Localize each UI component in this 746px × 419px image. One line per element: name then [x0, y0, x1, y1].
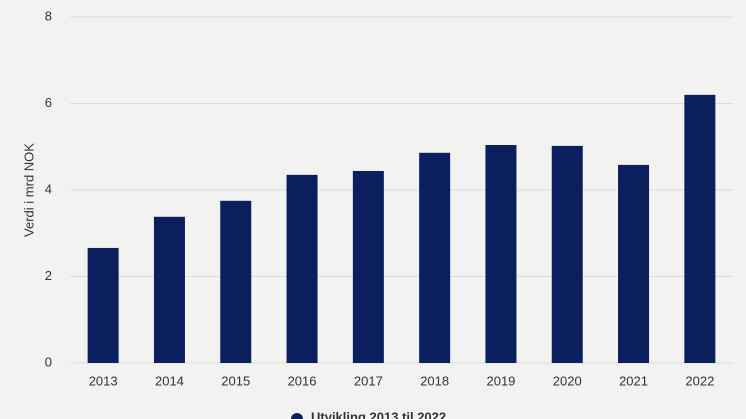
bar — [286, 174, 318, 363]
x-tick-label: 2013 — [89, 373, 118, 388]
y-tick-label: 4 — [45, 181, 52, 196]
y-tick-label: 8 — [45, 8, 52, 23]
y-tick-label: 6 — [45, 95, 52, 110]
bar — [684, 94, 716, 363]
x-tick-label: 2019 — [486, 373, 515, 388]
x-tick-label: 2022 — [685, 373, 714, 388]
legend-label: Utvikling 2013 til 2022 — [311, 409, 446, 419]
bar — [551, 145, 583, 363]
bar — [153, 216, 185, 363]
x-tick-label: 2018 — [420, 373, 449, 388]
bar — [618, 164, 650, 363]
bar — [87, 247, 119, 363]
x-tick-label: 2016 — [288, 373, 317, 388]
x-tick-label: 2014 — [155, 373, 184, 388]
x-tick-label: 2020 — [553, 373, 582, 388]
x-tick-label: 2015 — [221, 373, 250, 388]
legend-marker — [291, 413, 303, 419]
bar — [352, 170, 384, 363]
y-axis-label: Verdi i mrd NOK — [21, 143, 36, 237]
bar — [485, 145, 517, 363]
y-tick-label: 2 — [45, 268, 52, 283]
x-tick-label: 2021 — [619, 373, 648, 388]
bar — [220, 200, 252, 363]
bar — [419, 152, 451, 363]
x-tick-label: 2017 — [354, 373, 383, 388]
y-tick-label: 0 — [45, 354, 52, 369]
